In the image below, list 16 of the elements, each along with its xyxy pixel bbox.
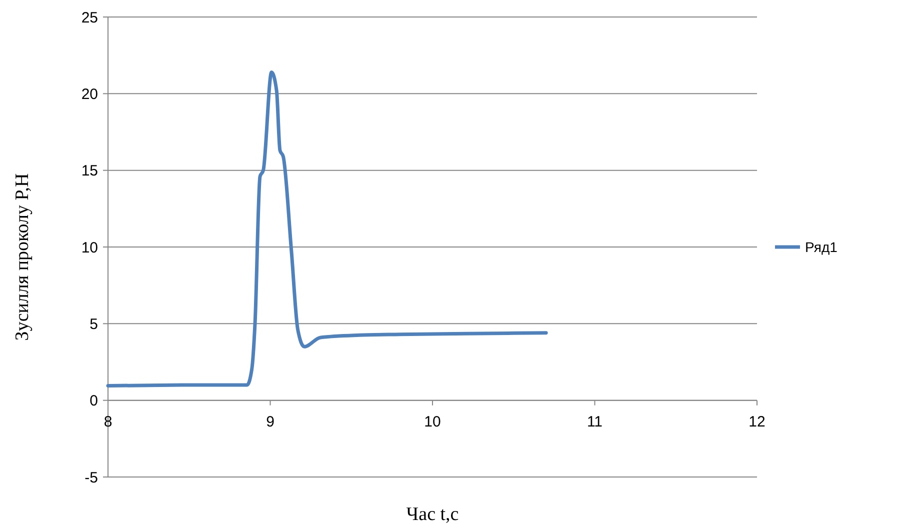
y-tick-label: 25 <box>81 9 98 26</box>
x-tick-label: 12 <box>748 413 766 430</box>
x-axis-title: Час t,c <box>406 504 459 525</box>
x-tick-label: 9 <box>266 413 274 430</box>
y-tick-label: 20 <box>81 86 98 103</box>
y-tick-label: -5 <box>84 469 98 486</box>
y-tick-label: 0 <box>90 392 98 410</box>
y-tick-label: 10 <box>81 239 98 256</box>
y-axis-title: Зусилля проколу P,Н <box>12 173 33 341</box>
y-tick-label: 15 <box>81 162 98 180</box>
x-tick-label: 11 <box>586 413 603 430</box>
y-tick-label: 5 <box>90 316 98 333</box>
x-tick-label: 10 <box>424 413 441 430</box>
line-series <box>106 70 548 388</box>
legend-label: Ряд1 <box>805 238 838 255</box>
x-tick-label: 8 <box>104 413 112 430</box>
